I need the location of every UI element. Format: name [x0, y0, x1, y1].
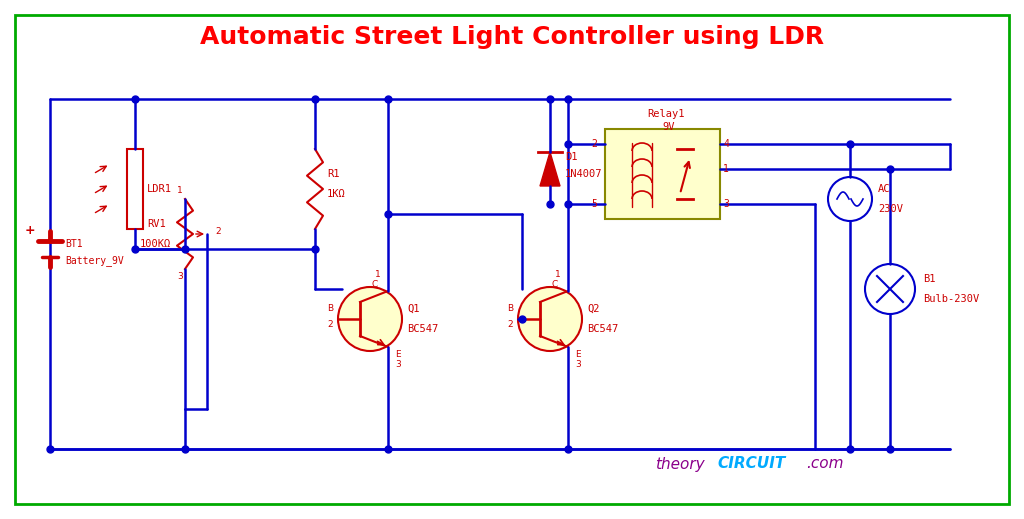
Text: 4: 4 — [723, 139, 729, 149]
Text: LDR1: LDR1 — [147, 184, 172, 194]
Text: 100KΩ: 100KΩ — [140, 239, 171, 249]
Text: E: E — [395, 350, 400, 359]
Text: 1: 1 — [555, 270, 561, 279]
Text: 3: 3 — [723, 199, 729, 209]
Text: BT1: BT1 — [65, 239, 83, 249]
Text: 1: 1 — [375, 270, 381, 279]
Text: RV1: RV1 — [147, 219, 166, 229]
Text: C: C — [372, 280, 378, 289]
Text: 1N4007: 1N4007 — [565, 169, 602, 179]
Bar — [605, 129, 720, 219]
Text: Q2: Q2 — [587, 304, 599, 314]
Text: B: B — [507, 304, 513, 313]
Text: B1: B1 — [923, 274, 936, 284]
Text: AC: AC — [878, 184, 891, 194]
Text: .com: .com — [806, 457, 844, 471]
Text: +: + — [25, 225, 35, 238]
Text: R1: R1 — [327, 169, 340, 179]
Text: Relay1: Relay1 — [647, 109, 685, 119]
Text: 1: 1 — [723, 164, 729, 174]
Text: 2: 2 — [328, 320, 333, 329]
Text: 9V: 9V — [663, 122, 675, 132]
Circle shape — [338, 287, 402, 351]
Text: 3: 3 — [575, 360, 581, 369]
Text: CIRCUIT: CIRCUIT — [717, 457, 785, 471]
Circle shape — [828, 177, 872, 221]
Text: 2: 2 — [215, 227, 220, 236]
Text: Bulb-230V: Bulb-230V — [923, 294, 979, 304]
Text: C: C — [552, 280, 558, 289]
Text: theory: theory — [655, 457, 705, 471]
Text: 2: 2 — [591, 139, 597, 149]
Text: 3: 3 — [395, 360, 400, 369]
Text: Battery_9V: Battery_9V — [65, 255, 124, 266]
Text: 230V: 230V — [878, 204, 903, 214]
Polygon shape — [540, 152, 560, 186]
Circle shape — [518, 287, 582, 351]
Text: D1: D1 — [565, 152, 578, 162]
Bar — [127, 149, 143, 229]
Text: E: E — [575, 350, 581, 359]
Text: BC547: BC547 — [407, 324, 438, 334]
Circle shape — [865, 264, 915, 314]
Text: Automatic Street Light Controller using LDR: Automatic Street Light Controller using … — [200, 25, 824, 49]
Text: 1KΩ: 1KΩ — [327, 189, 346, 199]
Text: 3: 3 — [177, 272, 183, 281]
Text: Q1: Q1 — [407, 304, 420, 314]
Text: 2: 2 — [507, 320, 513, 329]
Text: B: B — [327, 304, 333, 313]
Text: 1: 1 — [177, 186, 183, 195]
Text: 5: 5 — [591, 199, 597, 209]
Text: BC547: BC547 — [587, 324, 618, 334]
